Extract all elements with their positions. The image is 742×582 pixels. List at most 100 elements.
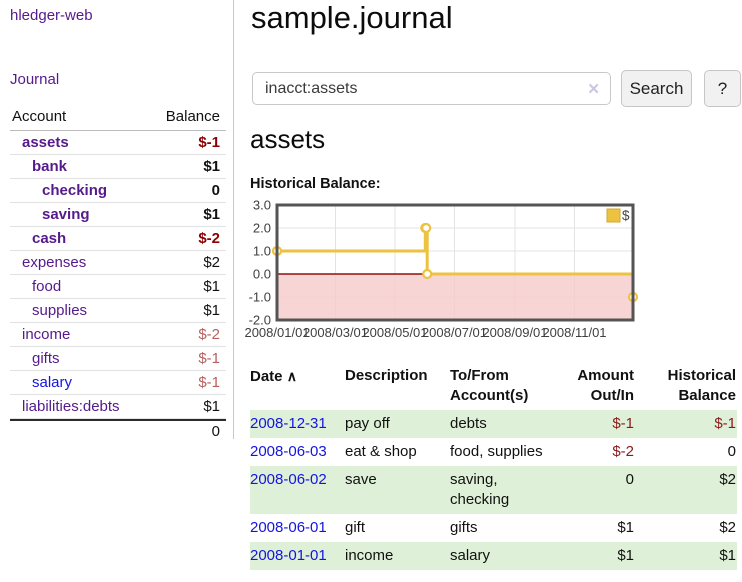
register-accounts: food, supplies — [450, 443, 543, 460]
svg-text:$: $ — [622, 208, 630, 223]
search-field-wrap: ✕ — [252, 72, 611, 105]
account-row: saving $1 — [10, 203, 226, 227]
register-amount: $1 — [617, 547, 634, 564]
register-accounts: gifts — [450, 519, 478, 536]
register-description: eat & shop — [345, 443, 417, 460]
svg-text:2008/07/01: 2008/07/01 — [422, 325, 487, 340]
register-balance: 0 — [727, 443, 736, 460]
account-balance: $-1 — [198, 134, 220, 151]
register-header-row: Date ∧ Description To/From Account(s) Am… — [250, 366, 737, 410]
accounts-table-header: Account Balance — [10, 105, 226, 131]
accounts-total-value: 0 — [211, 423, 220, 440]
account-row: liabilities:debts $1 — [10, 395, 226, 419]
account-link[interactable]: liabilities:debts — [22, 398, 120, 415]
account-link[interactable]: bank — [32, 158, 68, 175]
chart-title: Historical Balance: — [250, 176, 381, 192]
svg-text:0.0: 0.0 — [253, 267, 271, 282]
account-row: salary $-1 — [10, 371, 226, 395]
account-balance: $-2 — [198, 326, 220, 343]
svg-text:2008/11/01: 2008/11/01 — [542, 325, 606, 340]
register-column-balance: Historical Balance — [667, 367, 736, 404]
clear-search-icon[interactable]: ✕ — [587, 81, 600, 98]
account-link[interactable]: expenses — [22, 254, 87, 271]
svg-text:-2.0: -2.0 — [249, 313, 271, 328]
account-link[interactable]: checking — [42, 182, 108, 199]
register-description: income — [345, 547, 394, 564]
register-balance: $2 — [719, 471, 736, 488]
account-link[interactable]: income — [22, 326, 71, 343]
register-amount: $-2 — [612, 443, 634, 460]
account-balance: $1 — [203, 206, 220, 223]
account-balance: $-2 — [198, 230, 220, 247]
svg-text:2008/09/01: 2008/09/01 — [482, 325, 547, 340]
current-account-title: assets — [250, 124, 326, 154]
accounts-rows: assets $-1 bank $1 checking 0 saving $1 cash $-2 e… — [10, 131, 226, 419]
account-row: income $-2 — [10, 323, 226, 347]
register-row: 2008-06-01 gift gifts $1 $2 — [250, 514, 737, 542]
svg-text:-1.0: -1.0 — [249, 290, 271, 305]
register-row: 2008-01-01 income salary $1 $1 — [250, 542, 737, 570]
register-description: gift — [345, 519, 366, 536]
account-row: bank $1 — [10, 155, 226, 179]
register-date-link[interactable]: 2008-01-01 — [250, 547, 327, 564]
account-balance: $2 — [203, 254, 220, 271]
sidebar-divider — [233, 0, 234, 439]
account-balance: $1 — [203, 158, 220, 175]
search-button[interactable]: Search — [621, 70, 692, 107]
account-balance: $1 — [203, 302, 220, 319]
account-link[interactable]: supplies — [32, 302, 88, 319]
accounts-column-account: Account — [12, 108, 67, 125]
account-link[interactable]: salary — [32, 374, 73, 391]
register-date-link[interactable]: 2008-06-02 — [250, 471, 327, 488]
accounts-column-balance: Balance — [165, 108, 220, 125]
register-table: Date ∧ Description To/From Account(s) Am… — [250, 366, 737, 570]
register-description: save — [345, 471, 377, 488]
register-description: pay off — [345, 415, 390, 432]
register-row: 2008-06-02 save saving, checking 0 $2 — [250, 466, 737, 514]
register-column-description: Description — [345, 367, 428, 384]
register-balance: $-1 — [714, 415, 736, 432]
balance-chart-svg: 3.0 2.0 1.0 0.0 -1.0 -2.02008/01/012008/03/01… — [244, 198, 639, 340]
account-row: checking 0 — [10, 179, 226, 203]
account-link[interactable]: food — [32, 278, 62, 295]
app-title-link[interactable]: hledger-web — [10, 7, 93, 24]
account-balance: $-1 — [198, 350, 220, 367]
svg-text:2008/03/01: 2008/03/01 — [303, 325, 368, 340]
account-row: assets $-1 — [10, 131, 226, 155]
account-balance: $1 — [203, 398, 220, 415]
page-title: sample.journal — [251, 0, 453, 35]
register-date-link[interactable]: 2008-12-31 — [250, 415, 327, 432]
help-button[interactable]: ? — [704, 70, 741, 107]
account-balance: $-1 — [198, 374, 220, 391]
register-column-accounts: To/From Account(s) — [450, 367, 529, 404]
svg-text:2008/01/01: 2008/01/01 — [244, 325, 309, 340]
sort-ascending-icon: ∧ — [286, 368, 297, 384]
search-input[interactable] — [252, 72, 611, 105]
accounts-total-row: 0 — [10, 419, 226, 440]
account-link[interactable]: gifts — [32, 350, 60, 367]
register-row: 2008-12-31 pay off debts $-1 $-1 — [250, 410, 737, 438]
account-row: expenses $2 — [10, 251, 226, 275]
register-accounts: saving, checking — [450, 471, 510, 508]
register-amount: $1 — [617, 519, 634, 536]
svg-text:2.0: 2.0 — [253, 221, 271, 236]
account-row: gifts $-1 — [10, 347, 226, 371]
register-amount: $-1 — [612, 415, 634, 432]
account-row: food $1 — [10, 275, 226, 299]
account-link[interactable]: assets — [22, 134, 69, 151]
account-balance: $1 — [203, 278, 220, 295]
register-balance: $1 — [719, 547, 736, 564]
svg-text:3.0: 3.0 — [253, 198, 271, 213]
register-column-amount: Amount Out/In — [577, 367, 634, 404]
register-amount: 0 — [625, 471, 634, 488]
account-link[interactable]: cash — [32, 230, 67, 247]
account-row: supplies $1 — [10, 299, 226, 323]
account-balance: 0 — [211, 182, 220, 199]
register-row: 2008-06-03 eat & shop food, supplies $-2 0 — [250, 438, 737, 466]
sidebar-item-journal[interactable]: Journal — [10, 71, 60, 88]
register-date-link[interactable]: 2008-06-03 — [250, 443, 327, 460]
register-date-link[interactable]: 2008-06-01 — [250, 519, 327, 536]
register-column-date[interactable]: Date ∧ — [250, 368, 297, 385]
accounts-table: Account Balance assets $-1 bank $1 checking 0… — [10, 105, 226, 440]
account-link[interactable]: saving — [42, 206, 90, 223]
